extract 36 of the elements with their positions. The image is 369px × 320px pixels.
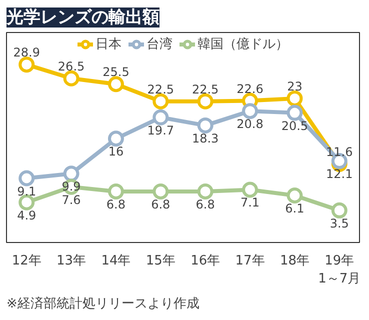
data-label: 6.1 <box>285 201 304 216</box>
data-label: 16 <box>108 144 124 159</box>
data-label: 25.5 <box>102 65 130 80</box>
data-label: 6.8 <box>106 197 126 212</box>
data-label: 26.5 <box>58 59 85 74</box>
data-label: 20.5 <box>281 118 308 133</box>
data-label: 19.7 <box>147 123 174 138</box>
data-label: 22.5 <box>192 82 219 96</box>
legend-label: 台湾 <box>146 36 172 53</box>
data-label: 4.9 <box>17 208 36 222</box>
data-label: 18.3 <box>192 131 219 146</box>
data-label: 7.6 <box>62 192 81 207</box>
data-label: 9.1 <box>17 184 36 198</box>
legend-label: 日本 <box>96 36 122 53</box>
x-tick-label: 14年 <box>101 254 131 268</box>
legend-label: 韓国（億ドル） <box>198 36 288 53</box>
data-label: 7.1 <box>240 196 260 210</box>
data-label: 22.6 <box>236 82 264 96</box>
data-label: 6.8 <box>151 197 170 212</box>
data-label: 20.8 <box>236 117 264 132</box>
data-label: 6.8 <box>196 197 215 212</box>
data-label: 22.5 <box>147 82 174 96</box>
x-tick-label: 13年 <box>56 254 86 268</box>
x-tick-label: 16年 <box>190 254 220 268</box>
x-tick-label: 15年 <box>146 254 176 268</box>
text: ※経済部統計処リリースより作成 <box>6 296 200 312</box>
x-tick-label: 19年 1～7月 <box>318 254 361 286</box>
x-tick-label: 18年 <box>280 254 310 268</box>
x-tick-label: 17年 <box>235 254 265 268</box>
data-label: 3.5 <box>330 216 349 230</box>
data-label: 23 <box>287 79 302 94</box>
x-tick-label: 12年 <box>12 254 42 268</box>
data-label: 11.6 <box>326 144 353 159</box>
chart-title: 光学レンズの輸出額 <box>6 8 160 28</box>
data-label: 28.9 <box>13 46 40 60</box>
data-label: 12.1 <box>326 167 353 182</box>
